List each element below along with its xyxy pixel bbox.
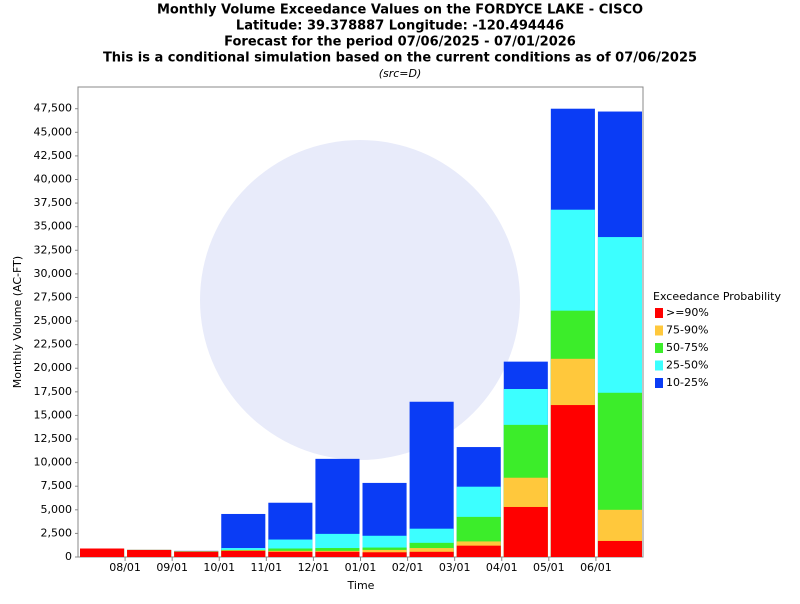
- legend-swatch: [655, 360, 663, 371]
- bar: [362, 552, 407, 557]
- legend-swatch: [655, 343, 663, 353]
- y-tick-label: 47,500: [34, 102, 73, 115]
- y-tick-label: 0: [65, 550, 72, 563]
- legend-swatch: [655, 325, 663, 336]
- chart-title: Latitude: 39.378887 Longitude: -120.4944…: [236, 19, 564, 34]
- y-tick-label: 25,000: [34, 314, 73, 327]
- x-axis-label: Time: [347, 579, 375, 592]
- legend-label: 50-75%: [666, 341, 708, 354]
- x-tick-label: 03/01: [439, 561, 471, 574]
- legend-swatch: [655, 378, 663, 388]
- legend-label: 10-25%: [666, 376, 708, 389]
- legend-label: 75-90%: [666, 324, 708, 337]
- x-tick-label: 11/01: [250, 561, 282, 574]
- legend-label: 25-50%: [666, 359, 708, 372]
- y-tick-label: 15,000: [34, 408, 73, 421]
- y-tick-label: 30,000: [34, 267, 73, 280]
- legend-label: >=90%: [666, 306, 709, 319]
- x-tick-label: 04/01: [486, 561, 518, 574]
- bar: [550, 405, 595, 557]
- chart-title: Monthly Volume Exceedance Values on the …: [157, 3, 643, 18]
- y-tick-label: 45,000: [34, 125, 73, 138]
- bar: [503, 506, 548, 557]
- y-tick-label: 35,000: [34, 220, 73, 233]
- y-tick-label: 10,000: [34, 456, 73, 469]
- x-tick-label: 02/01: [392, 561, 424, 574]
- bar: [80, 548, 125, 557]
- y-tick-label: 17,500: [34, 385, 73, 398]
- y-tick-label: 22,500: [34, 338, 73, 351]
- y-tick-label: 12,500: [34, 432, 73, 445]
- bar: [174, 551, 219, 557]
- y-axis-label: Monthly Volume (AC-FT): [11, 256, 24, 388]
- x-tick-label: 05/01: [533, 561, 565, 574]
- x-tick-label: 06/01: [580, 561, 612, 574]
- y-tick-label: 5,000: [41, 503, 73, 516]
- bar: [221, 550, 266, 557]
- x-tick-label: 08/01: [109, 561, 141, 574]
- y-tick-label: 32,500: [34, 243, 73, 256]
- bar: [456, 545, 501, 557]
- y-tick-label: 27,500: [34, 290, 73, 303]
- bar: [597, 540, 642, 557]
- legend-title: Exceedance Probability: [653, 290, 781, 303]
- y-tick-label: 7,500: [41, 479, 73, 492]
- y-tick-label: 40,000: [34, 172, 73, 185]
- bar: [268, 551, 313, 557]
- watermark: [200, 140, 520, 460]
- bar: [409, 551, 454, 557]
- x-tick-label: 10/01: [203, 561, 235, 574]
- legend-swatch: [655, 308, 663, 318]
- bar: [127, 549, 172, 557]
- x-tick-label: 09/01: [156, 561, 188, 574]
- y-tick-label: 42,500: [34, 149, 73, 162]
- chart-title: This is a conditional simulation based o…: [103, 51, 697, 66]
- bar: [315, 551, 360, 557]
- y-tick-label: 2,500: [41, 526, 73, 539]
- subtitle: (src=D): [379, 67, 422, 80]
- chart-title: Forecast for the period 07/06/2025 - 07/…: [224, 35, 576, 50]
- x-tick-label: 12/01: [298, 561, 330, 574]
- y-tick-label: 20,000: [34, 361, 73, 374]
- x-tick-label: 01/01: [345, 561, 377, 574]
- y-tick-label: 37,500: [34, 196, 73, 209]
